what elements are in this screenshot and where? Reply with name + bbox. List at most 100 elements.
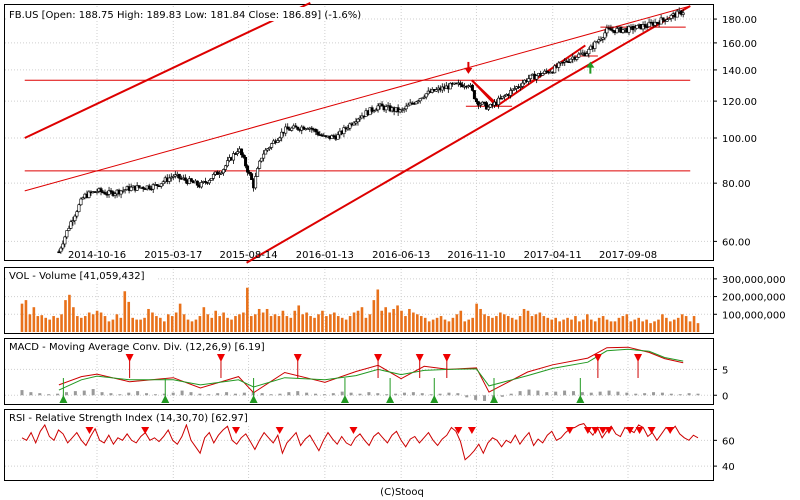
volume-bar — [459, 310, 463, 332]
candle — [406, 102, 410, 107]
volume-bar — [574, 316, 577, 332]
candle — [167, 174, 171, 185]
volume-bar — [257, 308, 261, 332]
rsi-overbought-marker-icon — [467, 427, 476, 434]
rsi-overbought-marker-icon — [666, 427, 675, 434]
candle — [65, 230, 69, 239]
macd-histogram-bar — [64, 392, 68, 396]
macd-histogram-bar — [225, 392, 229, 396]
volume-bar — [696, 323, 700, 332]
candle — [330, 134, 334, 139]
candle — [601, 36, 605, 43]
volume-bar — [408, 308, 411, 332]
candle — [310, 126, 314, 133]
macd-histogram-bar — [358, 393, 362, 396]
macd-histogram-bar — [296, 391, 300, 396]
candle — [260, 157, 264, 163]
volume-bar — [499, 312, 502, 332]
candle — [266, 148, 270, 153]
macd-histogram-bar — [634, 393, 638, 396]
macd-histogram-bar — [314, 393, 318, 396]
candle — [103, 189, 107, 195]
macd-histogram-bar — [242, 392, 246, 396]
candle — [75, 209, 79, 219]
candle — [264, 147, 268, 155]
macd-sell-marker-icon — [593, 354, 602, 378]
candle — [595, 40, 599, 44]
candle — [404, 102, 408, 112]
candle — [63, 235, 67, 248]
volume-bar — [427, 321, 431, 332]
volume-bar — [554, 317, 557, 332]
volume-bar — [495, 316, 498, 332]
x-tick-label: 2017-04-11 — [524, 250, 582, 261]
macd-histogram-bar — [394, 393, 398, 396]
candle — [316, 129, 320, 137]
macd-y-tick-label: 0 — [722, 391, 728, 402]
volume-bar — [364, 317, 368, 332]
candle — [488, 103, 492, 108]
x-tick-label: 2015-03-17 — [144, 250, 202, 261]
candle — [669, 14, 673, 22]
candle — [314, 128, 318, 136]
candle — [244, 155, 248, 169]
volume-bar — [174, 312, 178, 332]
candle — [372, 109, 376, 114]
volume-bar — [388, 312, 391, 332]
candle — [661, 17, 665, 23]
macd-histogram-bar — [153, 394, 157, 396]
volume-bar — [510, 317, 514, 332]
volume-bar — [566, 317, 569, 332]
volume-bar — [621, 316, 625, 332]
rsi-overbought-marker-icon — [454, 427, 463, 434]
volume-bar — [649, 323, 652, 332]
candle — [422, 94, 426, 100]
rsi-overbought-marker-icon — [141, 427, 150, 434]
volume-bar — [617, 317, 621, 332]
volume-bar — [76, 316, 79, 332]
volume-bar — [431, 319, 435, 332]
volume-bar — [68, 294, 71, 332]
volume-bar — [586, 314, 589, 332]
macd-histogram-bar — [447, 392, 451, 396]
rsi-overbought-marker-icon — [349, 427, 358, 434]
volume-bar — [273, 314, 277, 332]
x-tick-label: 2017-09-08 — [599, 250, 657, 261]
macd-histogram-bar — [73, 391, 77, 396]
candle — [258, 159, 262, 170]
candle — [73, 214, 77, 225]
macd-histogram-bar — [385, 394, 389, 396]
volume-bar — [135, 319, 138, 332]
volume-bar — [645, 319, 648, 332]
volume-bar — [325, 316, 328, 332]
volume-bar — [313, 317, 316, 332]
macd-histogram-bar — [465, 395, 469, 398]
candle — [219, 170, 223, 175]
volume-bar — [48, 319, 51, 332]
candle — [280, 128, 284, 142]
volume-bar — [661, 314, 664, 332]
volume-bar — [230, 319, 233, 332]
candle — [109, 188, 113, 194]
candle — [254, 172, 258, 190]
macd-histogram-bar — [509, 393, 513, 396]
volume-bar — [242, 312, 245, 332]
macd-histogram-bar — [563, 390, 567, 396]
candle — [137, 185, 141, 189]
volume-bar — [487, 316, 490, 332]
macd-histogram-bar — [91, 389, 95, 396]
macd-histogram-bar — [216, 393, 220, 396]
candle — [348, 122, 352, 131]
tick-layer: 2014-10-16 2015-03-17 2015-08-14 2016-01-13… — [68, 15, 786, 473]
volume-bar — [534, 314, 538, 332]
macd-histogram-bar — [136, 391, 140, 396]
volume-bar — [131, 317, 134, 332]
candle — [519, 83, 523, 91]
volume-bar — [24, 300, 28, 332]
price-panel-title: FB.US [Open: 188.75 High: 189.83 Low: 18… — [9, 10, 361, 21]
rsi-overbought-marker-icon — [85, 427, 94, 434]
rsi-overbought-marker-icon — [626, 427, 635, 434]
volume-bar — [570, 319, 573, 332]
candle — [424, 93, 428, 100]
volume-bar — [665, 317, 668, 332]
